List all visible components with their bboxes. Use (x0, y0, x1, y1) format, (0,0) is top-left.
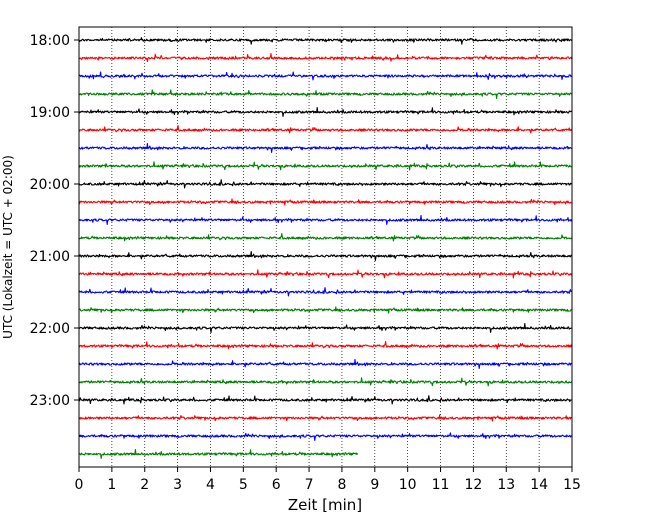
y-axis-ticks: 18:00 19:00 20:00 21:00 22:00 23:00 (30, 33, 79, 409)
x-axis-ticks: 0 1 2 3 4 5 6 7 8 9 10 11 12 13 14 15 (75, 467, 581, 493)
x-tick-label: 13 (497, 477, 515, 493)
seismic-trace (78, 37, 573, 45)
vertical-gridlines (111, 27, 540, 467)
x-tick-label: 7 (305, 477, 314, 493)
seismic-trace (78, 414, 572, 422)
seismic-trace (78, 432, 572, 441)
y-axis-label: UTC (Lokalzeit = UTC + 02:00) (1, 155, 15, 339)
seismic-trace (78, 71, 573, 81)
seismic-trace (78, 395, 572, 405)
seismic-trace (78, 287, 572, 297)
y-tick-label: 20:00 (30, 177, 70, 193)
y-tick-label: 22:00 (30, 321, 70, 337)
seismic-trace (78, 198, 572, 206)
seismic-trace (78, 233, 573, 242)
x-tick-label: 5 (239, 477, 248, 493)
x-axis-label: Zeit [min] (288, 496, 362, 514)
x-tick-label: 0 (75, 477, 84, 493)
seismic-traces (78, 37, 573, 459)
seismic-trace (78, 53, 573, 63)
y-tick-label: 19:00 (30, 105, 70, 121)
seismic-trace (78, 161, 572, 171)
seismic-trace (78, 125, 573, 134)
x-tick-label: 15 (563, 477, 581, 493)
seismic-trace (78, 358, 572, 369)
y-tick-label: 18:00 (30, 33, 70, 49)
x-tick-label: 4 (206, 477, 215, 493)
y-tick-label: 23:00 (30, 393, 70, 409)
x-tick-label: 8 (337, 477, 346, 493)
x-tick-label: 11 (432, 477, 450, 493)
x-tick-label: 2 (140, 477, 149, 493)
x-tick-label: 1 (107, 477, 116, 493)
seismic-trace (78, 106, 572, 117)
seismic-trace (78, 214, 573, 225)
seismic-trace (78, 377, 573, 387)
seismic-trace (78, 179, 573, 189)
y-tick-label: 21:00 (30, 249, 70, 265)
x-tick-label: 14 (530, 477, 548, 493)
x-tick-label: 10 (399, 477, 417, 493)
seismic-trace (78, 306, 572, 314)
seismic-trace (78, 341, 573, 350)
seismic-trace (78, 250, 573, 261)
seismic-trace (78, 448, 359, 459)
x-tick-label: 9 (370, 477, 379, 493)
x-tick-label: 12 (464, 477, 482, 493)
seismic-trace (78, 89, 572, 99)
x-tick-label: 6 (272, 477, 281, 493)
x-tick-label: 3 (173, 477, 182, 493)
plot-frame (78, 26, 573, 468)
seismic-trace (78, 269, 573, 279)
seismic-trace (78, 142, 572, 153)
seismic-trace (78, 322, 572, 333)
